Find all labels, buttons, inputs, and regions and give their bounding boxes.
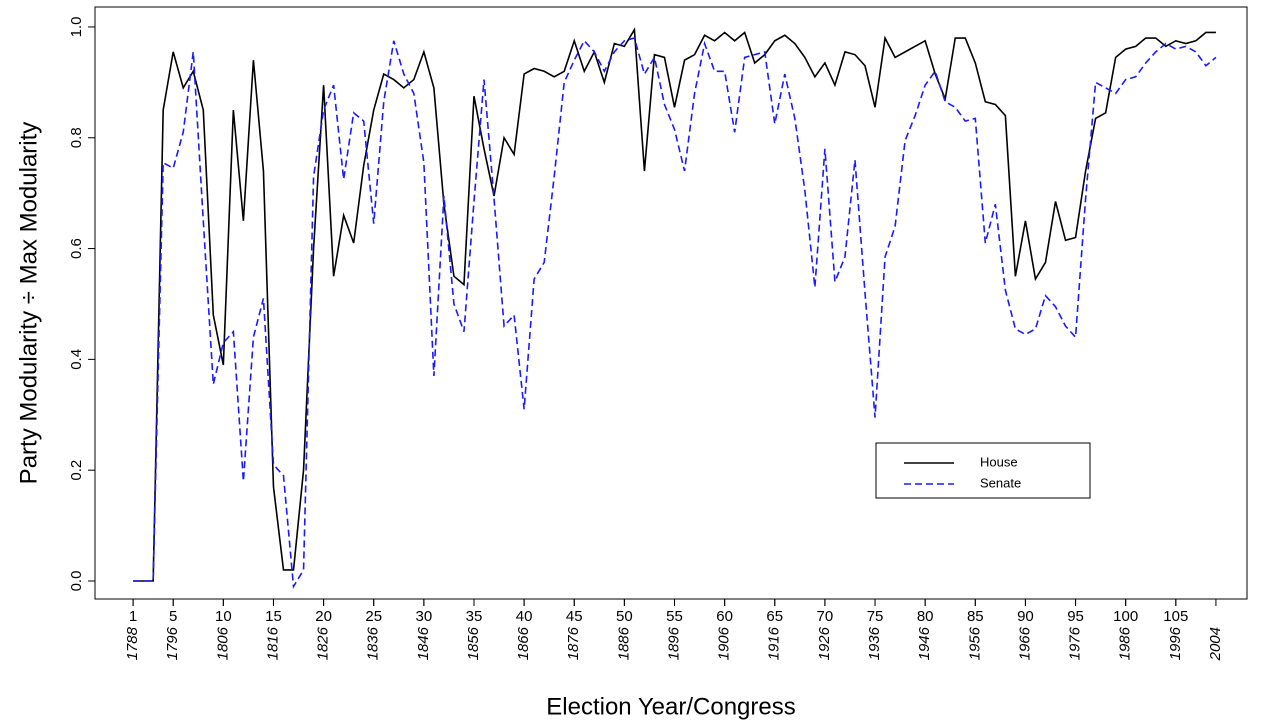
x-tick-label: 95 [1067,608,1084,625]
x-tick-label: 5 [169,608,177,625]
x-tick-label: 1 [129,608,137,625]
x-tick-label: 35 [466,608,483,625]
x-tick-label: 50 [616,608,633,625]
x-tick-label: 30 [416,608,433,625]
year-tick-label: 1876 [565,626,582,660]
x-tick-label: 80 [917,608,934,625]
x-tick-label: 55 [666,608,683,625]
x-tick-label: 25 [365,608,382,625]
x-tick-label: 85 [967,608,984,625]
year-tick-label: 1916 [766,626,783,660]
x-tick-label: 90 [1017,608,1034,625]
year-tick-label: 1806 [214,626,231,660]
y-tick-label: 0.6 [68,238,85,259]
x-tick-label: 20 [315,608,332,625]
year-tick-label: 1788 [124,626,141,660]
year-tick-label: 1926 [816,626,833,660]
year-tick-label: 1936 [866,626,883,660]
year-tick-label: 1886 [615,626,632,660]
y-tick-label: 0.8 [68,127,85,148]
y-tick-label: 0.4 [68,349,85,370]
legend-label: House [980,454,1018,469]
year-tick-label: 1816 [264,626,281,660]
x-axis-title: Election Year/Congress [546,693,796,720]
x-tick-label: 65 [766,608,783,625]
y-tick-label: 0.0 [68,571,85,592]
x-tick-label: 45 [566,608,583,625]
year-tick-label: 1966 [1016,626,1033,660]
x-tick-label: 40 [516,608,533,625]
y-tick-label: 0.2 [68,460,85,481]
year-tick-label: 1946 [916,626,933,660]
year-tick-label: 1986 [1117,626,1134,660]
x-tick-label: 75 [867,608,884,625]
y-tick-label: 1.0 [68,17,85,38]
year-tick-label: 1836 [365,626,382,660]
year-tick-label: 1896 [665,626,682,660]
legend-label: Senate [980,475,1021,490]
x-tick-label: 15 [265,608,282,625]
series-line [133,27,1216,582]
x-tick-label: 70 [817,608,834,625]
x-tick-label: 105 [1163,608,1188,625]
year-tick-label: 2004 [1207,627,1224,661]
year-tick-label: 1956 [966,626,983,660]
year-tick-label: 1996 [1167,626,1184,660]
series-line [133,37,1217,590]
year-tick-label: 1846 [415,626,432,660]
year-tick-label: 1856 [465,626,482,660]
year-tick-label: 1866 [515,626,532,660]
x-tick-label: 10 [215,608,232,625]
legend-box [875,442,1091,499]
year-tick-label: 1826 [315,626,332,660]
x-tick-label: 100 [1113,608,1138,625]
year-tick-label: 1796 [164,626,181,660]
year-tick-label: 1976 [1067,626,1084,660]
x-tick-label: 60 [716,608,733,625]
y-axis-title: Party Modularity ÷ Max Modularity [15,122,42,485]
year-tick-label: 1906 [716,626,733,660]
